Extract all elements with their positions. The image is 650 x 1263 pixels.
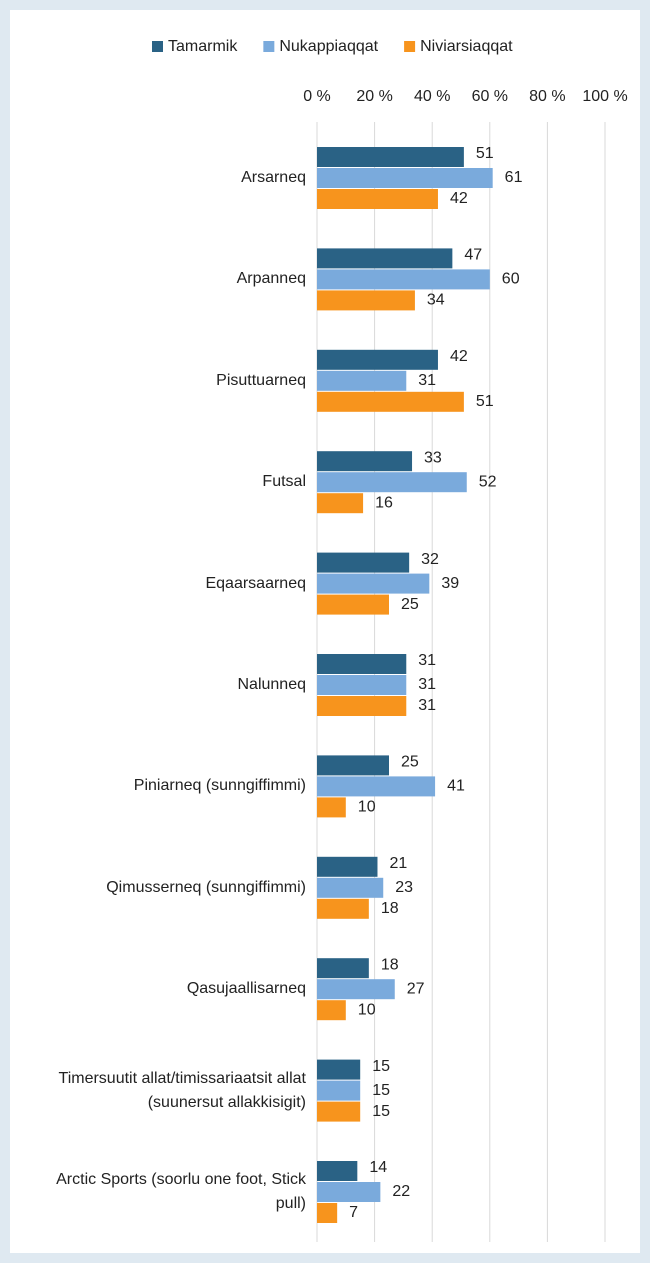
category-label: Eqaarsaarneq bbox=[205, 574, 306, 592]
data-label: 31 bbox=[418, 676, 436, 693]
data-label: 47 bbox=[464, 247, 482, 264]
data-label: 52 bbox=[479, 473, 497, 490]
data-label: 18 bbox=[381, 956, 399, 973]
x-tick-label: 100 % bbox=[582, 88, 627, 105]
data-label: 25 bbox=[401, 596, 419, 613]
data-label: 51 bbox=[476, 393, 494, 410]
data-label: 42 bbox=[450, 190, 468, 207]
bar bbox=[317, 189, 438, 209]
bar bbox=[317, 696, 407, 716]
bar bbox=[317, 797, 346, 818]
bar bbox=[317, 1059, 361, 1080]
category-label: Pisuttuarneq bbox=[216, 371, 306, 389]
bar bbox=[317, 391, 464, 412]
bar bbox=[317, 1101, 361, 1122]
category-label: Arctic Sports (soorlu one foot, Stick pu… bbox=[56, 1171, 306, 1212]
data-label: 15 bbox=[372, 1058, 390, 1075]
bar bbox=[317, 147, 464, 167]
bar bbox=[317, 1182, 381, 1202]
bar bbox=[317, 675, 407, 695]
bar bbox=[317, 898, 369, 919]
data-label: 61 bbox=[505, 169, 523, 186]
data-label: 25 bbox=[401, 754, 419, 771]
legend-label: Nukappiaqqat bbox=[279, 38, 378, 55]
x-tick-label: 40 % bbox=[414, 88, 450, 105]
bar bbox=[317, 877, 384, 898]
bar bbox=[317, 654, 407, 674]
bar bbox=[317, 1000, 346, 1021]
bar bbox=[317, 594, 389, 615]
data-label: 14 bbox=[369, 1159, 387, 1176]
bar bbox=[317, 493, 364, 514]
data-label: 22 bbox=[392, 1183, 410, 1200]
legend-label: Tamarmik bbox=[168, 38, 238, 55]
bar bbox=[317, 1080, 361, 1101]
category-label: Timersuutit allat/timissariaatsit allat … bbox=[58, 1069, 306, 1111]
data-label: 21 bbox=[389, 855, 407, 872]
data-label: 41 bbox=[447, 778, 465, 795]
bar bbox=[317, 573, 430, 594]
bar bbox=[317, 472, 467, 493]
x-tick-label: 60 % bbox=[472, 88, 508, 105]
data-label: 23 bbox=[395, 879, 413, 896]
data-label: 39 bbox=[441, 575, 459, 592]
data-label: 33 bbox=[424, 449, 442, 466]
x-tick-label: 80 % bbox=[529, 88, 565, 105]
data-label: 10 bbox=[358, 799, 376, 816]
x-tick-label: 20 % bbox=[356, 88, 392, 105]
data-label: 18 bbox=[381, 900, 399, 917]
bar bbox=[317, 856, 378, 877]
bar bbox=[317, 1161, 358, 1181]
data-label: 16 bbox=[375, 494, 393, 511]
bar bbox=[317, 451, 413, 472]
data-label: 34 bbox=[427, 292, 445, 309]
data-label: 31 bbox=[418, 372, 436, 389]
chart: 0 % 20 % 40 % 60 % 80 % 100 % Tamarmik Nukappia… bbox=[152, 38, 628, 1242]
data-label: 31 bbox=[418, 697, 436, 714]
data-label: 10 bbox=[358, 1001, 376, 1018]
legend-swatch bbox=[404, 41, 416, 52]
data-label: 15 bbox=[372, 1103, 390, 1120]
bar bbox=[317, 370, 407, 391]
category-label: Arpanneq bbox=[236, 270, 306, 288]
bar bbox=[317, 958, 369, 979]
data-label: 31 bbox=[418, 652, 436, 669]
bar bbox=[317, 552, 410, 573]
category-label: Piniarneq (sunngiffimmi) bbox=[133, 777, 306, 795]
panel: 0 % 20 % 40 % 60 % 80 % 100 % Tamarmik Nukappia… bbox=[10, 10, 640, 1253]
bar bbox=[317, 290, 415, 311]
data-label: 32 bbox=[421, 551, 439, 568]
bar bbox=[317, 755, 389, 776]
bar bbox=[317, 349, 438, 370]
category-label: Qasujaallisarneq bbox=[186, 980, 306, 998]
category-label: Futsal bbox=[262, 473, 306, 491]
bar bbox=[317, 979, 395, 1000]
data-label: 27 bbox=[407, 980, 425, 997]
bar bbox=[317, 1203, 338, 1223]
legend-swatch bbox=[263, 41, 275, 52]
data-label: 15 bbox=[372, 1082, 390, 1099]
category-label: Qimusserneq (sunngiffimmi) bbox=[106, 878, 306, 896]
data-label: 60 bbox=[502, 271, 520, 288]
category-label: Nalunneq bbox=[237, 676, 307, 693]
data-label: 7 bbox=[349, 1204, 358, 1221]
bar bbox=[317, 168, 493, 188]
data-label: 42 bbox=[450, 348, 468, 365]
bar bbox=[317, 776, 436, 797]
legend-label: Niviarsiaqqat bbox=[420, 38, 513, 55]
x-tick-label: 0 % bbox=[303, 88, 331, 105]
legend-swatch bbox=[152, 41, 163, 52]
bar bbox=[317, 248, 453, 269]
data-label: 51 bbox=[476, 145, 494, 162]
bar bbox=[317, 269, 490, 290]
category-label: Arsarneq bbox=[241, 169, 306, 186]
